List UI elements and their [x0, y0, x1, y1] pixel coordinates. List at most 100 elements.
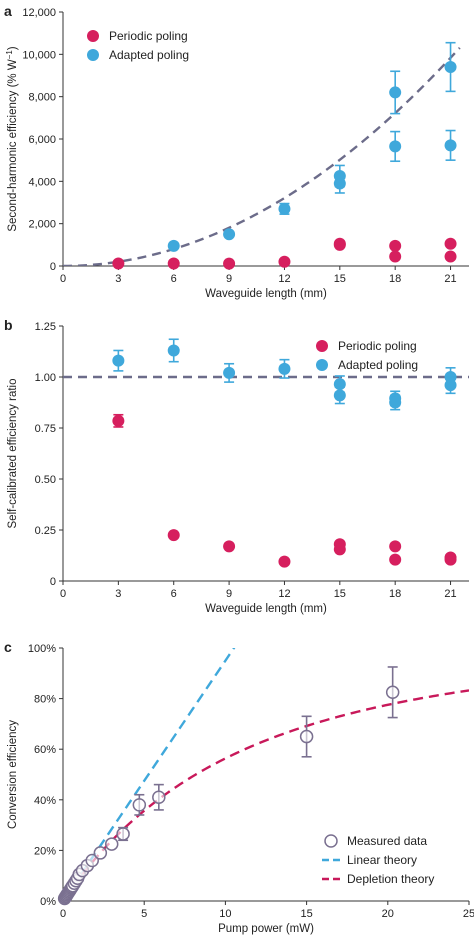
legend-label: Measured data	[347, 834, 427, 848]
y-axis-title-text: Conversion efficiency	[7, 720, 19, 829]
data-point	[333, 237, 346, 250]
x-tick-label: 10	[219, 908, 231, 920]
x-tick-label: 0	[60, 273, 66, 285]
x-tick-label: 12	[278, 588, 290, 600]
data-point	[112, 354, 125, 367]
data-point	[389, 396, 402, 409]
data-point	[167, 239, 180, 252]
x-tick-label: 9	[226, 588, 232, 600]
data-point	[444, 61, 457, 74]
y-tick-label: 1.00	[35, 372, 56, 384]
data-point	[85, 853, 99, 868]
data-point	[223, 228, 236, 241]
y-tick-label: 0%	[40, 896, 56, 908]
x-tick-label: 18	[389, 273, 401, 285]
y-axis-title: Self-calibrated efficiency ratio	[7, 379, 19, 529]
x-tick-label: 3	[115, 588, 121, 600]
data-point	[223, 257, 236, 270]
fit-curve	[63, 46, 461, 266]
y-axis-title: Conversion efficiency	[7, 720, 19, 829]
y-tick-label: 2,000	[28, 219, 56, 231]
x-tick-label: 15	[334, 273, 346, 285]
legend: Measured data Linear theory Depletion theo…	[322, 834, 434, 886]
data-point	[333, 543, 346, 556]
y-axis-title-end: )	[7, 46, 19, 50]
y-tick-label: 4,000	[28, 176, 56, 188]
x-tick-label: 3	[115, 273, 121, 285]
y-axis-title-superscript: −1	[5, 50, 14, 60]
data-point	[444, 139, 457, 152]
data-point	[444, 553, 457, 566]
depletion-theory-line	[63, 689, 469, 901]
x-tick-label: 15	[300, 908, 312, 920]
y-tick-label: 0.25	[35, 525, 56, 537]
data-point	[333, 389, 346, 402]
legend-marker	[87, 30, 99, 42]
data-point	[389, 553, 402, 566]
data-point	[132, 798, 147, 812]
data-point	[444, 250, 457, 263]
y-axis-title: Second-harmonic efficiency (% W−1)	[5, 46, 19, 231]
x-tick-label: 5	[141, 908, 147, 920]
data-point	[278, 202, 291, 215]
y-tick-label: 20%	[34, 845, 56, 857]
data-point	[389, 239, 402, 252]
x-tick-label: 9	[226, 273, 232, 285]
data-point	[389, 140, 402, 153]
x-tick-label: 21	[444, 588, 456, 600]
panel-b: b 0 3 6 9 12 15 18 21 0 0.25 0.50 0.75 1.00 1.25 Wavegu…	[4, 317, 469, 615]
legend: Periodic poling Adapted poling	[87, 29, 189, 62]
data-point	[167, 529, 180, 542]
x-axis-title: Waveguide length (mm)	[205, 288, 327, 300]
data-point	[444, 379, 457, 392]
legend-marker	[316, 340, 328, 352]
y-tick-label: 8,000	[28, 92, 56, 104]
data-point	[152, 790, 166, 805]
legend-label: Periodic poling	[338, 339, 417, 353]
data-point	[93, 846, 108, 860]
data-point	[104, 837, 119, 851]
y-tick-label: 0.50	[35, 474, 56, 486]
panel-label: b	[4, 317, 13, 333]
data-point	[389, 250, 402, 263]
data-point	[278, 362, 291, 375]
legend-label: Adapted poling	[109, 48, 189, 62]
legend-label: Periodic poling	[109, 29, 188, 43]
y-tick-label: 0	[50, 576, 56, 588]
x-tick-label: 12	[278, 273, 290, 285]
linear-theory-line	[63, 648, 236, 901]
x-tick-label: 21	[444, 273, 456, 285]
data-point	[112, 257, 125, 270]
data-point	[112, 414, 125, 427]
y-tick-label: 12,000	[22, 7, 56, 19]
x-tick-label: 6	[171, 588, 177, 600]
data-point	[167, 344, 180, 357]
x-tick-label: 25	[463, 908, 474, 920]
y-tick-label: 0	[50, 261, 56, 273]
data-point	[389, 86, 402, 99]
x-axis-title: Pump power (mW)	[218, 923, 314, 935]
y-tick-label: 10,000	[22, 49, 56, 61]
data-point	[389, 540, 402, 553]
x-tick-label: 6	[171, 273, 177, 285]
legend-label: Depletion theory	[347, 872, 434, 886]
legend-marker	[87, 49, 99, 61]
legend-marker	[324, 834, 338, 848]
legend: Periodic poling Adapted poling	[316, 339, 418, 372]
panel-label: a	[4, 3, 12, 19]
y-axis-title-text: Self-calibrated efficiency ratio	[7, 379, 19, 529]
data-point	[116, 827, 130, 841]
data-point	[299, 729, 314, 744]
y-tick-label: 60%	[34, 744, 56, 756]
data-point	[385, 685, 400, 700]
data-point	[333, 177, 346, 190]
panel-label: c	[4, 639, 12, 655]
x-tick-label: 20	[382, 908, 394, 920]
data-point	[223, 540, 236, 553]
x-tick-label: 0	[60, 588, 66, 600]
data-point	[278, 255, 291, 268]
panel-a: a 0 3 6 9 12 15 18 21 0 2,000 4,000 6,000 8,000 10,000…	[4, 3, 469, 300]
data-point	[167, 257, 180, 270]
y-tick-label: 6,000	[28, 134, 56, 146]
data-point	[444, 237, 457, 250]
